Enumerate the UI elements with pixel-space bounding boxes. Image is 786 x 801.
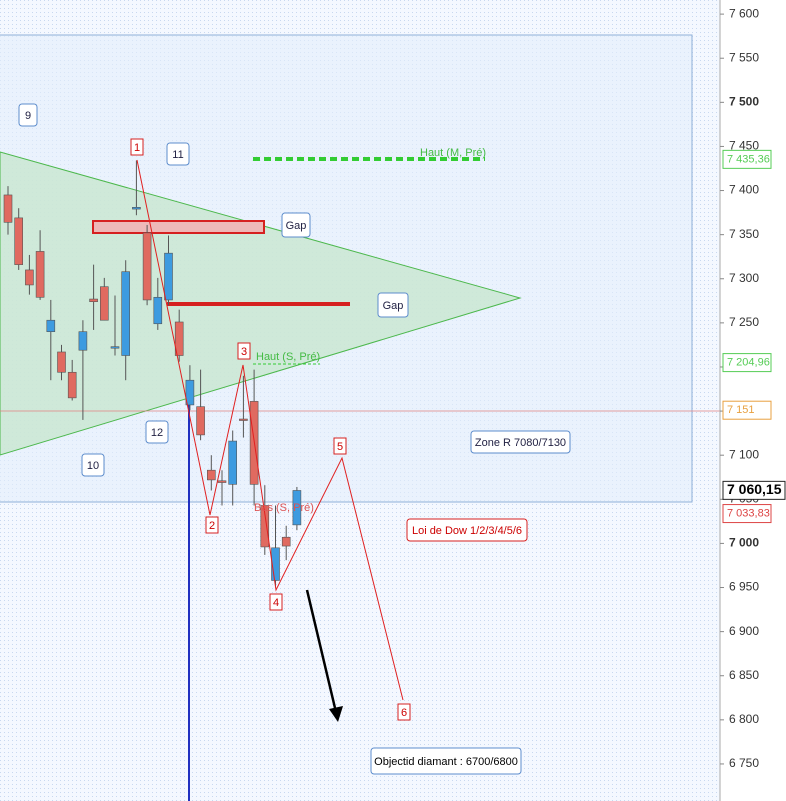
y-tick-label: 7 450 — [729, 139, 759, 153]
y-tick-label: 6 750 — [729, 756, 759, 770]
y-tick-label: 7 350 — [729, 227, 759, 241]
candle-body — [217, 480, 227, 483]
wave-label: 3 — [241, 346, 247, 358]
price-label: 7 033,83 — [727, 507, 770, 519]
y-tick-label: 7 500 — [729, 95, 759, 109]
annotation: Objectid diamant : 6700/6800 — [374, 756, 518, 768]
annotation: Gap — [286, 220, 307, 232]
price-box — [722, 149, 772, 169]
wave-box — [205, 516, 219, 534]
candle-body — [228, 440, 237, 485]
price-label: 7 060,15 — [727, 481, 782, 497]
candle-body — [260, 505, 270, 548]
y-tick-label: 7 000 — [729, 536, 759, 550]
candle-body — [153, 296, 163, 325]
wave-label: 2 — [209, 520, 215, 532]
price-box — [722, 353, 772, 373]
wave-label: 6 — [401, 707, 407, 719]
candle-body — [132, 207, 141, 210]
annotation-box — [81, 453, 105, 477]
annotation: 10 — [87, 460, 99, 472]
annotation-box — [18, 103, 38, 127]
annotation: Haut (S, Pré) — [256, 351, 320, 363]
annotation-box — [166, 142, 190, 166]
candle-body — [196, 406, 205, 436]
candle-body — [207, 469, 216, 481]
arrow — [305, 589, 337, 709]
annotation: 11 — [172, 149, 183, 161]
y-tick-label: 6 950 — [729, 580, 759, 594]
candle-body — [78, 331, 88, 351]
price-label: 7 204,96 — [727, 357, 770, 369]
y-tick-label: 7 550 — [729, 50, 759, 64]
candle-body — [185, 379, 195, 406]
candle-body — [239, 418, 248, 421]
candle-body — [142, 232, 152, 301]
price-box — [722, 400, 772, 420]
candle-body — [67, 371, 77, 399]
dow-zigzag — [136, 159, 404, 701]
annotation: Zone R 7080/7130 — [475, 437, 566, 449]
candle-body — [89, 298, 98, 302]
candle-body — [110, 346, 120, 349]
wave-box — [333, 437, 347, 455]
wave-box — [397, 703, 411, 721]
wave-label: 5 — [337, 441, 343, 453]
y-tick-label: 7 300 — [729, 271, 759, 285]
y-tick-label: 7 250 — [729, 315, 759, 329]
y-tick-label: 6 900 — [729, 624, 759, 638]
annotation: 12 — [151, 427, 163, 439]
arrow-head — [329, 706, 343, 722]
price-box — [722, 504, 772, 524]
annotation: Bas (S, Pré) — [254, 502, 314, 514]
price-box — [722, 480, 786, 500]
wave-box — [130, 138, 144, 156]
annotation-box — [377, 292, 409, 318]
candle-body — [3, 194, 13, 223]
annotation: Loi de Dow 1/2/3/4/5/6 — [412, 525, 522, 537]
annotation: Gap — [383, 300, 404, 312]
gap-rect — [92, 220, 265, 234]
wave-label: 4 — [273, 597, 279, 609]
candle-body — [100, 286, 109, 321]
price-label: 7 151 — [727, 404, 755, 416]
annotation-box — [470, 430, 571, 454]
candle-body — [35, 251, 45, 298]
y-tick-label: 7 600 — [729, 6, 759, 20]
candle-body — [121, 271, 130, 356]
candle-body — [57, 351, 66, 373]
candle-body — [174, 321, 184, 356]
candle-body — [271, 547, 280, 581]
annotation-box — [145, 420, 169, 444]
y-tick-label: 7 100 — [729, 447, 759, 461]
wave-box — [237, 342, 251, 360]
candle-body — [281, 536, 291, 547]
wave-box — [269, 593, 283, 611]
price-label: 7 435,36 — [727, 153, 770, 165]
candle-body — [14, 217, 23, 265]
annotation-box — [370, 747, 522, 775]
candle-body — [164, 252, 173, 301]
y-tick-label: 7 400 — [729, 183, 759, 197]
y-tick-label: 6 800 — [729, 712, 759, 726]
annotation-box — [281, 212, 311, 238]
wave-label: 1 — [134, 142, 140, 154]
annotation: 9 — [25, 110, 31, 122]
annotation: Haut (M, Pré) — [420, 147, 486, 159]
candle-body — [25, 269, 34, 286]
candle-body — [292, 490, 302, 526]
y-tick-label: 6 850 — [729, 668, 759, 682]
annotation-box — [406, 518, 528, 542]
candle-body — [46, 319, 56, 332]
